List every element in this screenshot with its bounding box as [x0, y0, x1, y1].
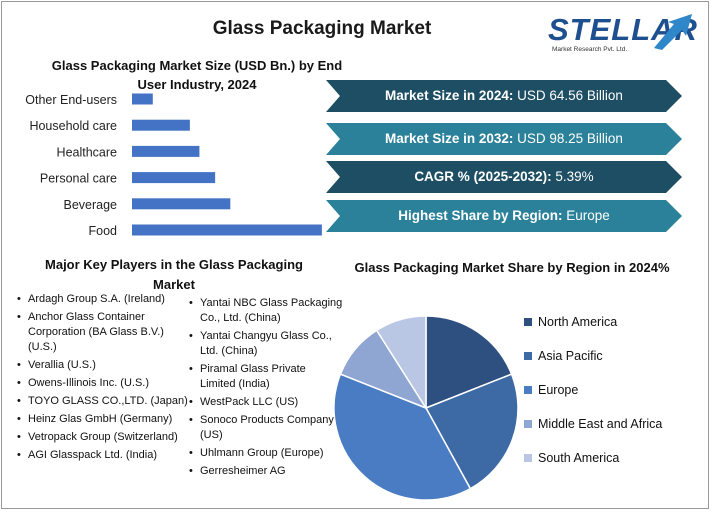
logo-arrow-icon [654, 14, 692, 50]
bar-category-label: Personal care [40, 172, 117, 186]
bar-household-care [132, 119, 190, 131]
key-player-item: Uhlmann Group (Europe) [188, 446, 344, 461]
legend-item: Asia Pacific [524, 347, 662, 381]
key-player-item: Ardagh Group S.A. (Ireland) [16, 292, 192, 307]
pie-slice-europe [333, 373, 472, 501]
legend-swatch [524, 454, 532, 462]
key-player-item: Verallia (U.S.) [16, 358, 192, 373]
stat-value: USD 64.56 Billion [517, 88, 623, 103]
key-player-item: Sonoco Products Company (US) [188, 413, 344, 443]
stat-label: CAGR % (2025-2032): [414, 169, 552, 184]
bar-category-label: Food [89, 224, 118, 238]
stat-value: USD 98.25 Billion [517, 131, 623, 146]
bar-chart-title: Glass Packaging Market Size (USD Bn.) by… [51, 58, 343, 92]
pie-chart [333, 315, 519, 501]
legend-item: Middle East and Africa [524, 415, 662, 449]
key-player-item: Anchor Glass Container Corporation (BA G… [16, 310, 192, 355]
legend-item: South America [524, 449, 662, 483]
key-player-item: Heinz Glas GmbH (Germany) [16, 412, 192, 427]
stat-label: Highest Share by Region: [398, 208, 563, 223]
key-players-list-right: Yantai NBC Glass Packaging Co., Ltd. (Ch… [188, 296, 344, 482]
page-title: Glass Packaging Market [212, 18, 432, 39]
company-logo: STELLAR Market Research Pvt. Ltd. [548, 10, 698, 56]
bar-category-label: Healthcare [57, 145, 117, 159]
legend-item: North America [524, 313, 662, 347]
key-players-title: Major Key Players in the Glass Packaging… [45, 257, 303, 292]
stat-ribbon-cagr: CAGR % (2025-2032): 5.39% [326, 161, 682, 193]
legend-label: Asia Pacific [538, 349, 603, 363]
key-player-item: Yantai Changyu Glass Co., Ltd. (China) [188, 329, 344, 359]
pie-slice-north-america [425, 315, 513, 410]
bar-chart: Other End-users Household care Healthcare P… [25, 93, 322, 238]
stat-value: Europe [566, 208, 610, 223]
logo-subtitle: Market Research Pvt. Ltd. [552, 46, 628, 53]
key-player-item: Yantai NBC Glass Packaging Co., Ltd. (Ch… [188, 296, 344, 326]
key-player-item: Vetropack Group (Switzerland) [16, 430, 192, 445]
legend-label: South America [538, 451, 620, 465]
stat-value: 5.39% [555, 169, 594, 184]
key-player-item: Piramal Glass Private Limited (India) [188, 362, 344, 392]
key-player-item: AGI Glasspack Ltd. (India) [16, 448, 192, 463]
stat-ribbon-region: Highest Share by Region: Europe [326, 200, 682, 232]
stat-label: Market Size in 2024: [385, 88, 514, 103]
key-player-item: Owens-Illinois Inc. (U.S.) [16, 376, 192, 391]
pie-slice-asia-pacific [424, 373, 519, 490]
bar-category-label: Household care [29, 119, 117, 133]
key-players-list-left: Ardagh Group S.A. (Ireland) Anchor Glass … [16, 292, 192, 466]
bar-category-label: Other End-users [25, 93, 117, 107]
key-player-item: TOYO GLASS CO.,LTD. (Japan) [16, 394, 192, 409]
legend-swatch [524, 352, 532, 360]
legend-label: North America [538, 315, 618, 329]
pie-chart-title: Glass Packaging Market Share by Region i… [354, 260, 670, 275]
bar-beverage [132, 198, 231, 210]
bar-personal-care [132, 172, 216, 184]
stat-ribbon-size-2024: Market Size in 2024: USD 64.56 Billion [326, 80, 682, 112]
pie-legend: North America Asia Pacific Europe Middle Ea… [524, 313, 662, 483]
legend-swatch [524, 318, 532, 326]
bar-other-end-users [132, 93, 153, 105]
legend-label: Europe [538, 383, 579, 397]
stat-label: Market Size in 2032: [385, 131, 514, 146]
legend-label: Middle East and Africa [538, 417, 663, 431]
legend-swatch [524, 420, 532, 428]
bar-food [132, 224, 322, 236]
key-player-item: Gerresheimer AG [188, 464, 344, 479]
key-player-item: WestPack LLC (US) [188, 395, 344, 410]
legend-item: Europe [524, 381, 662, 415]
pie-slice-south-america [375, 315, 427, 411]
legend-swatch [524, 386, 532, 394]
bar-category-label: Beverage [63, 198, 117, 212]
stat-ribbon-size-2032: Market Size in 2032: USD 98.25 Billion [326, 123, 682, 155]
bar-healthcare [132, 145, 200, 157]
